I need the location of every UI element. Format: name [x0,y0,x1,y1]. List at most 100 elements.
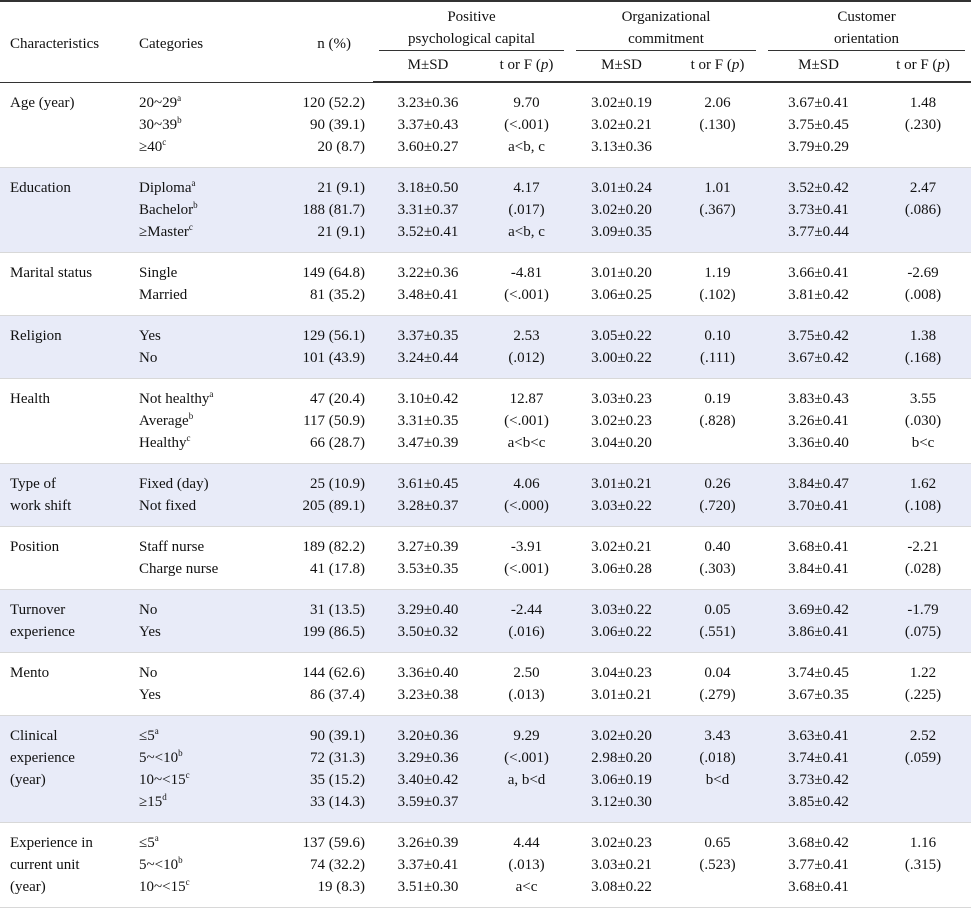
pc-test-cell: 9.29 (<.001) a, b<d [483,715,571,823]
test-value: 3.43 [704,727,731,744]
table-row: Age (year) 20~29a 30~39b ≥40c 120 (52.2) 90 (… [0,82,971,168]
msd-value: 3.23±0.38 [397,686,459,703]
msd-value: 3.48±0.41 [397,286,459,303]
msd-value: 3.74±0.45 [788,664,849,681]
test-value: 4.17 [513,179,540,196]
category-cell: No Yes [137,652,270,716]
n-pct-value: 41 (17.8) [310,560,365,577]
n-pct-cell: 47 (20.4) 117 (50.9) 66 (28.7) [270,378,373,464]
pc-test-cell: 4.17 (.017) a<b, c [483,167,571,253]
msd-value: 3.02±0.21 [591,116,652,133]
test-value: -1.79 [907,601,939,618]
header-test: t or F (p) [483,51,571,82]
test-value: (.028) [904,560,942,577]
category-label: Averageb [139,410,194,429]
oc-test-cell: 0.65 (.523) [673,822,763,908]
oc-msd-cell: 3.01±0.20 3.06±0.25 [570,252,674,316]
oc-test-cell: 2.06 (.130) [673,82,763,168]
test-value: 1.19 [704,264,731,281]
n-pct-cell: 129 (56.1) 101 (43.9) [270,315,373,379]
msd-value: 3.24±0.44 [397,349,459,366]
msd-value: 3.03±0.21 [591,856,652,873]
characteristic-label: Age (year) [10,94,75,111]
test-value: 1.48 [909,94,937,111]
co-test-cell: 1.16 (.315) [875,822,971,908]
category-label: Fixed (day) [139,475,209,492]
msd-value: 3.67±0.35 [788,686,849,703]
category-cell: 20~29a 30~39b ≥40c [137,82,270,168]
table-row: Religion Yes No 129 (56.1) 101 (43.9) 3.37±0.… [0,315,971,379]
co-msd-cell: 3.63±0.41 3.74±0.41 3.73±0.42 3.85±0.42 [762,715,876,823]
pc-test-cell: -3.91 (<.001) [483,526,571,590]
n-pct-value: 35 (15.2) [310,771,365,788]
oc-test-cell: 0.10 (.111) [673,315,763,379]
characteristic-cell: Position [0,526,137,590]
category-superscript: d [162,791,167,802]
test-value: b<c [911,434,935,451]
co-test-cell: -2.69 (.008) [875,252,971,316]
co-msd-cell: 3.75±0.42 3.67±0.42 [762,315,876,379]
msd-value: 3.83±0.43 [788,390,849,407]
msd-value: 3.12±0.30 [591,793,652,810]
msd-value: 3.10±0.42 [397,390,459,407]
msd-value: 3.02±0.23 [591,412,652,429]
msd-value: 3.28±0.37 [397,497,459,514]
msd-value: 3.29±0.40 [397,601,459,618]
category-label: Yes [139,327,161,344]
category-cell: Not healthya Averageb Healthyc [137,378,270,464]
test-value: 1.01 [704,179,731,196]
test-value: (.367) [699,201,736,218]
header-msd: M±SD [373,51,483,82]
test-value: (.018) [699,749,736,766]
characteristic-cell: Religion [0,315,137,379]
test-value: 0.65 [704,834,731,851]
msd-value: 3.06±0.28 [591,560,652,577]
oc-msd-cell: 3.01±0.21 3.03±0.22 [570,463,674,527]
n-pct-value: 19 (8.3) [317,878,366,895]
msd-value: 3.37±0.41 [397,856,459,873]
pc-msd-cell: 3.26±0.39 3.37±0.41 3.51±0.30 [373,822,483,908]
table-body: Age (year) 20~29a 30~39b ≥40c 120 (52.2) 90 (… [0,82,971,908]
msd-value: 3.05±0.22 [591,327,652,344]
msd-value: 3.02±0.23 [591,834,652,851]
msd-value: 3.26±0.39 [397,834,459,851]
pc-msd-cell: 3.18±0.50 3.31±0.37 3.52±0.41 [373,167,483,253]
oc-msd-cell: 3.01±0.24 3.02±0.20 3.09±0.35 [570,167,674,253]
characteristic-cell: Turnover experience [0,589,137,653]
n-pct-value: 144 (62.6) [302,664,366,681]
n-pct-value: 101 (43.9) [302,349,366,366]
category-label: ≤5a [139,832,159,851]
msd-value: 3.59±0.37 [397,793,459,810]
oc-msd-cell: 3.05±0.22 3.00±0.22 [570,315,674,379]
test-value: (.075) [904,623,942,640]
category-label: Bachelorb [139,199,198,218]
msd-value: 3.68±0.42 [788,834,849,851]
oc-msd-cell: 3.02±0.20 2.98±0.20 3.06±0.19 3.12±0.30 [570,715,674,823]
test-value: (.108) [904,497,942,514]
characteristic-cell: Age (year) [0,82,137,168]
msd-value: 3.52±0.42 [788,179,849,196]
characteristic-label: Health [10,390,50,407]
category-cell: ≤5a 5~<10b 10~<15c ≥15d [137,715,270,823]
header-test: t or F (p) [875,51,971,82]
characteristic-cell: Clinical experience (year) [0,715,137,823]
category-superscript: b [177,114,182,125]
msd-value: 3.36±0.40 [788,434,849,451]
test-value: (.279) [699,686,736,703]
category-label: Diplomaa [139,177,196,196]
n-pct-value: 86 (37.4) [310,686,365,703]
test-value: 1.22 [909,664,937,681]
test-value: a<b, c [508,223,545,240]
test-value: (.523) [699,856,736,873]
co-test-cell: 1.38 (.168) [875,315,971,379]
pc-msd-cell: 3.10±0.42 3.31±0.35 3.47±0.39 [373,378,483,464]
category-cell: Staff nurse Charge nurse [137,526,270,590]
table-row: Education Diplomaa Bachelorb ≥Masterc 21 (9.… [0,167,971,253]
test-value: a, b<d [507,771,546,788]
n-pct-cell: 120 (52.2) 90 (39.1) 20 (8.7) [270,82,373,168]
category-label: No [139,601,158,618]
co-test-cell: -1.79 (.075) [875,589,971,653]
test-value: 2.53 [513,327,540,344]
header-characteristics: Characteristics [0,0,137,81]
